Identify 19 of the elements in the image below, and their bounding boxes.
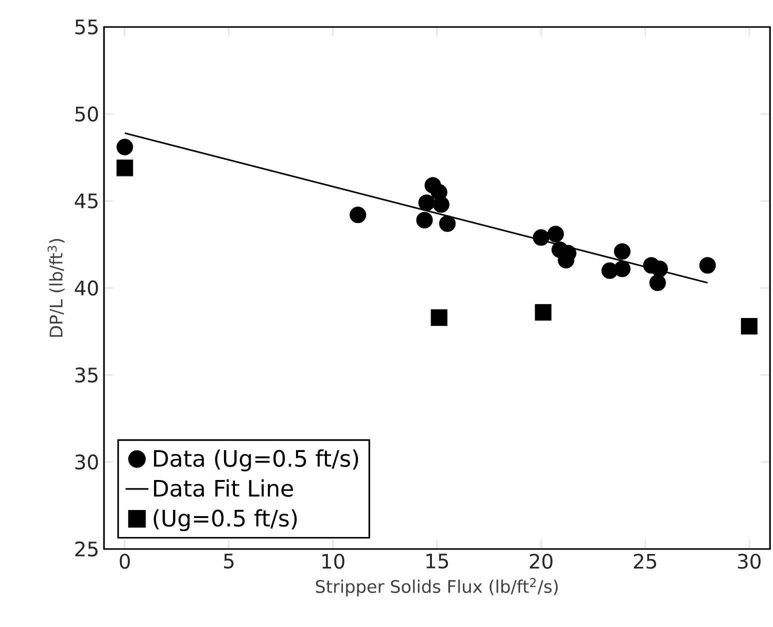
x-tick-label: 30	[738, 554, 761, 569]
x-axis-title: Stripper Solids Flux (lb/ft$^{2}$/s)	[316, 578, 558, 596]
x-tick-label: 20	[530, 554, 552, 569]
y-axis-title: DP/L (lb/ft$^{3}$)	[48, 239, 65, 337]
y-tick-label: 25	[75, 541, 98, 557]
x-tick-label: 5	[224, 554, 234, 569]
legend-label: (Ug=0.5 ft/s)	[154, 509, 297, 532]
y-tick-label: 50	[75, 106, 98, 122]
legend-label: Data Fit Line	[154, 479, 293, 497]
y-tick-label: 45	[74, 194, 98, 208]
y-tick-label: 30	[75, 454, 98, 470]
y-tick-label: 40	[74, 280, 98, 296]
y-tick-label: 55	[75, 20, 98, 34]
x-tick-label: 15	[426, 554, 448, 569]
x-tick-label: 0	[120, 554, 130, 569]
x-tick-label: 25	[634, 554, 656, 569]
y-tick-label: 35	[75, 367, 98, 383]
legend-label: Data (Ug=0.5 ft/s)	[154, 449, 358, 472]
x-tick-label: 10	[322, 554, 344, 569]
